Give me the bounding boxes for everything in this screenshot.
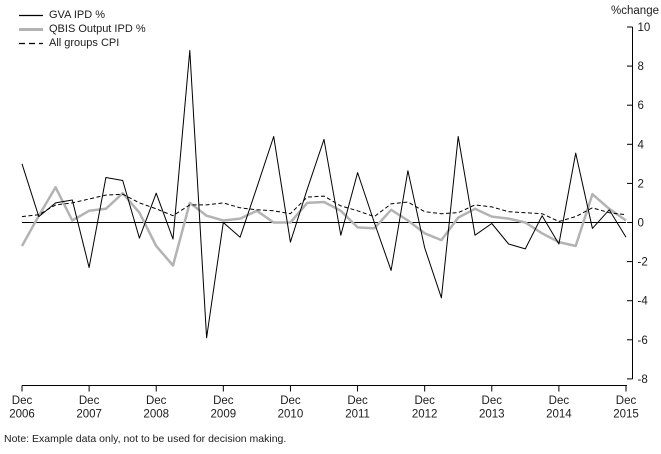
y-tick-label: -6: [638, 335, 648, 347]
y-tick-label: 8: [638, 61, 644, 73]
x-tick-label: 2006: [9, 409, 35, 421]
legend-line-sample-qbis: [19, 27, 43, 31]
legend-line-sample-gva: [19, 14, 43, 16]
x-tick-label: 2011: [345, 409, 370, 421]
y-tick-label: 2: [638, 178, 644, 190]
legend-label: QBIS Output IPD %: [49, 23, 146, 35]
x-tick-label: Dec: [549, 395, 570, 407]
x-tick-label: Dec: [414, 395, 435, 407]
x-tick-label: 2007: [76, 409, 102, 421]
x-tick-label: Dec: [347, 395, 368, 407]
y-tick-label: -4: [638, 296, 649, 308]
x-tick-label: 2014: [546, 409, 572, 421]
x-tick-label: Dec: [616, 395, 637, 407]
legend-item-qbis: QBIS Output IPD %: [18, 22, 146, 36]
x-tick-label: 2013: [479, 409, 505, 421]
y-tick-label: 4: [638, 139, 645, 151]
legend-item-cpi: All groups CPI: [18, 36, 146, 50]
y-tick-label: 6: [638, 100, 644, 112]
y-axis-title: %change: [611, 5, 659, 17]
series-line-gva-ipd-: [21, 50, 627, 339]
x-tick-label: Dec: [482, 395, 503, 407]
legend-line-sample-cpi: [19, 42, 43, 44]
x-tick-label: Dec: [79, 395, 100, 407]
series-line-qbis-output-ipd-: [20, 186, 627, 267]
x-tick-label: 2009: [211, 409, 237, 421]
y-tick-label: -2: [638, 257, 648, 269]
legend-label: All groups CPI: [49, 37, 120, 49]
x-tick-label: 2012: [412, 409, 438, 421]
x-tick-label: 2015: [613, 409, 639, 421]
legend-item-gva: GVA IPD %: [18, 8, 146, 22]
chart-legend: GVA IPD % QBIS Output IPD % All groups C…: [18, 8, 146, 50]
chart-note: Note: Example data only, not to be used …: [4, 433, 287, 445]
x-tick-label: Dec: [12, 395, 33, 407]
legend-label: GVA IPD %: [49, 9, 106, 21]
x-tick-label: 2010: [278, 409, 304, 421]
x-tick-label: Dec: [280, 395, 301, 407]
x-tick-label: 2008: [143, 409, 169, 421]
x-tick-label: Dec: [213, 395, 234, 407]
y-tick-label: 0: [638, 218, 644, 230]
y-tick-label: -8: [638, 374, 648, 386]
x-tick-label: Dec: [146, 395, 167, 407]
y-tick-label: 10: [638, 22, 651, 34]
series-line-all-groups-cpi: [21, 193, 627, 222]
